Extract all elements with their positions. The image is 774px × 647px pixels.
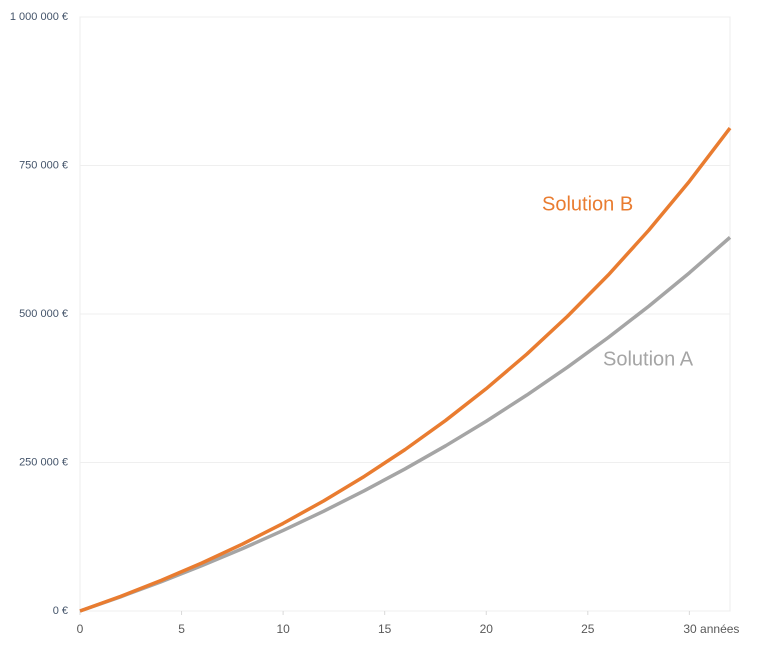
x-tick-label: 15 [378,622,392,636]
x-tick-label: 0 [77,622,84,636]
y-tick-label: 1 000 000 € [10,11,68,23]
series-label: Solution A [603,348,694,370]
x-tick-label: 25 [581,622,595,636]
x-tick-label: 30 années [683,622,739,636]
y-tick-label: 500 000 € [19,308,68,320]
x-tick-label: 10 [276,622,290,636]
y-tick-label: 250 000 € [19,456,68,468]
x-tick-label: 5 [178,622,185,636]
x-tick-label: 20 [480,622,494,636]
y-tick-label: 750 000 € [19,159,68,171]
series-line [79,127,732,613]
series-line [79,236,732,613]
series-label: Solution B [542,193,633,215]
y-tick-label: 0 € [53,605,68,617]
